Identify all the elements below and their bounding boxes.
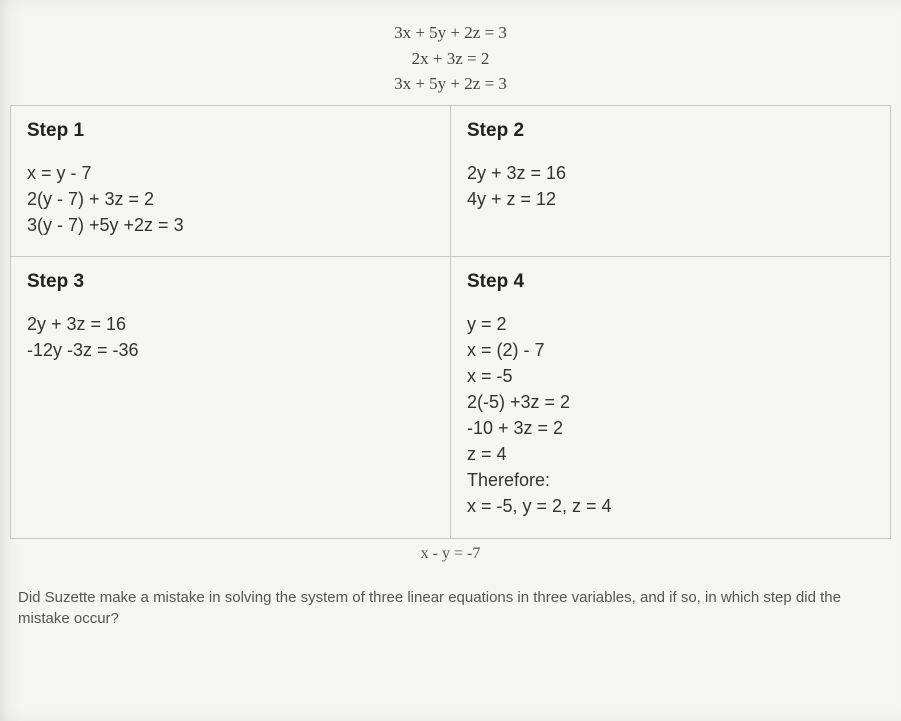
system-equations: 3x + 5y + 2z = 3 2x + 3z = 2 3x + 5y + 2… — [10, 20, 891, 97]
step-1-title: Step 1 — [27, 120, 434, 142]
equation-1: 3x + 5y + 2z = 3 — [10, 20, 891, 46]
steps-table: Step 1 x = y - 7 2(y - 7) + 3z = 2 3(y -… — [10, 105, 891, 539]
equation-2: 2x + 3z = 2 — [10, 46, 891, 72]
equation-3: 3x + 5y + 2z = 3 — [10, 71, 891, 97]
step-3-body: 2y + 3z = 16 -12y -3z = -36 — [27, 311, 434, 363]
step-2-body: 2y + 3z = 16 4y + z = 12 — [467, 160, 874, 212]
step-2-cell: Step 2 2y + 3z = 16 4y + z = 12 — [451, 105, 891, 256]
question-text: Did Suzette make a mistake in solving th… — [10, 587, 891, 629]
extra-equation: x - y = -7 — [10, 545, 891, 563]
step-4-body: y = 2 x = (2) - 7 x = -5 2(-5) +3z = 2 -… — [467, 311, 874, 520]
step-1-body: x = y - 7 2(y - 7) + 3z = 2 3(y - 7) +5y… — [27, 160, 434, 238]
step-4-cell: Step 4 y = 2 x = (2) - 7 x = -5 2(-5) +3… — [451, 256, 891, 538]
worksheet-page: 3x + 5y + 2z = 3 2x + 3z = 2 3x + 5y + 2… — [0, 0, 901, 721]
step-2-title: Step 2 — [467, 120, 874, 142]
step-1-cell: Step 1 x = y - 7 2(y - 7) + 3z = 2 3(y -… — [11, 105, 451, 256]
step-3-title: Step 3 — [27, 271, 434, 293]
step-4-title: Step 4 — [467, 271, 874, 293]
step-3-cell: Step 3 2y + 3z = 16 -12y -3z = -36 — [11, 256, 451, 538]
